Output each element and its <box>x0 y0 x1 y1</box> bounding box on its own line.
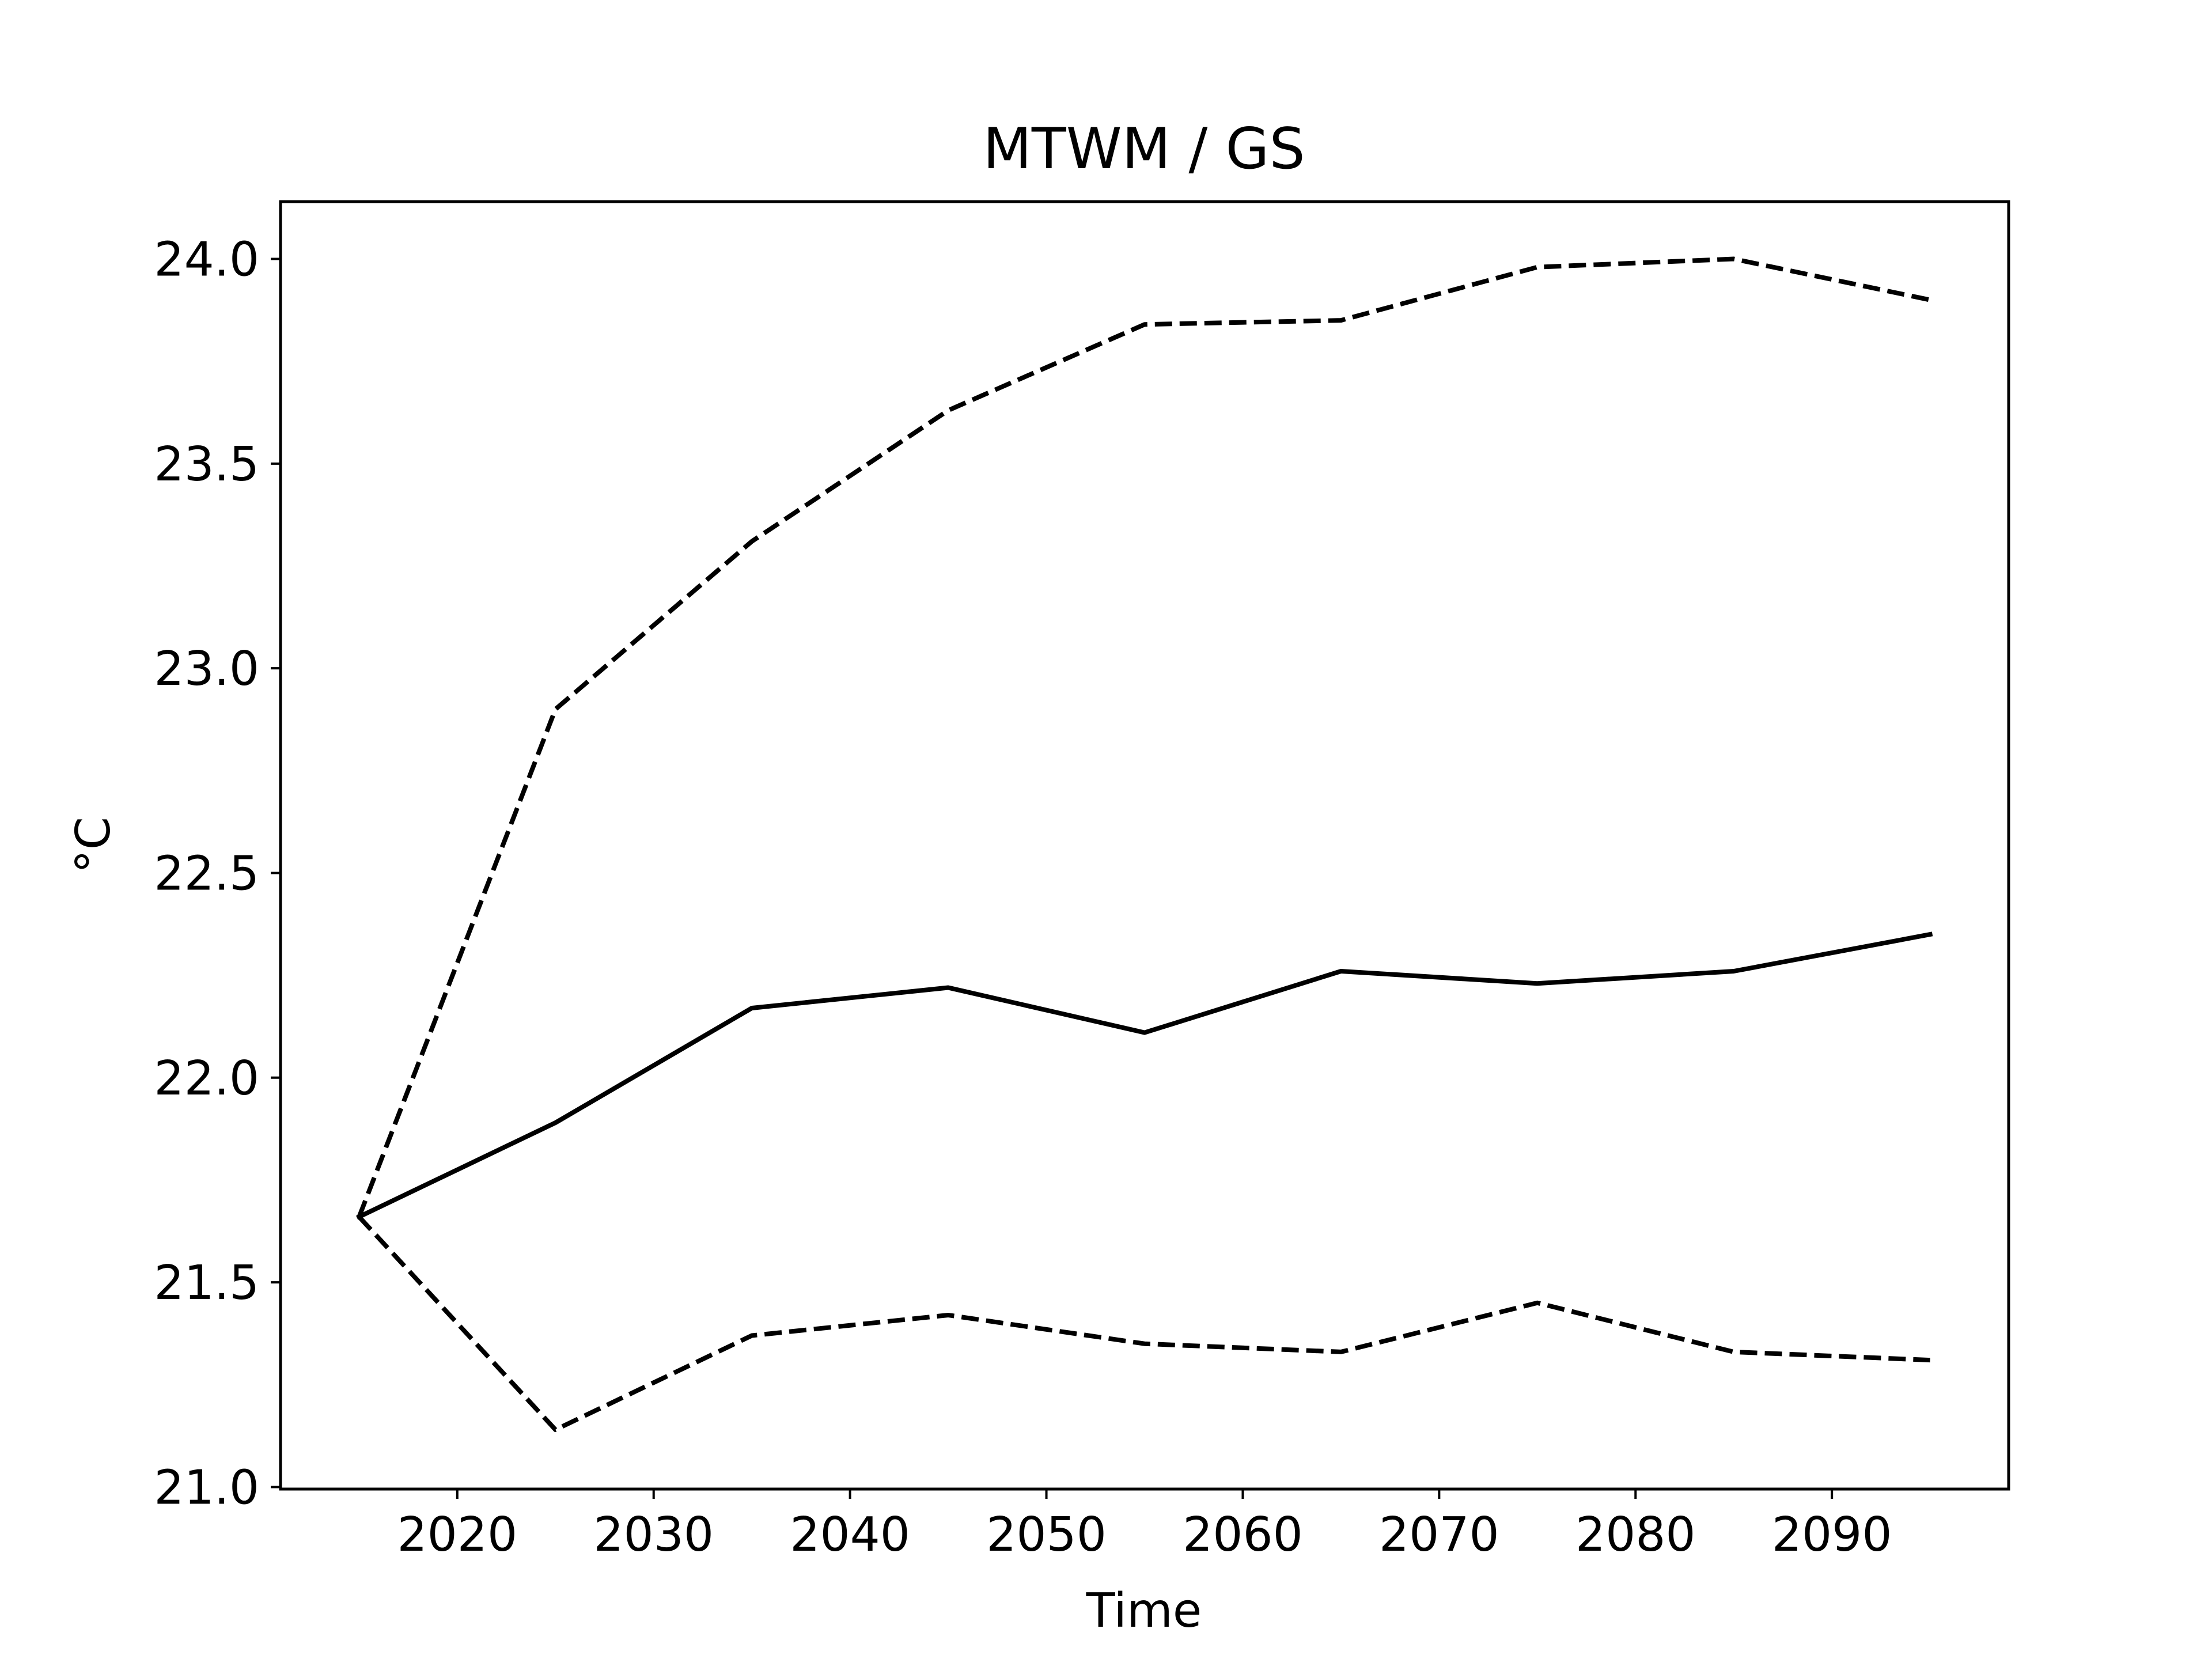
x-tick-label: 2070 <box>1379 1508 1499 1562</box>
x-tick-label: 2030 <box>593 1508 714 1562</box>
y-tick-label: 22.0 <box>154 1051 259 1106</box>
series-line-2 <box>357 256 1931 1218</box>
series-line-3 <box>357 1215 1930 1432</box>
y-tick-label: 21.5 <box>154 1256 259 1310</box>
series-line-1 <box>356 931 1933 1220</box>
y-axis-ticks: 21.0 21.5 22.0 22.5 23.0 23.5 24.0 <box>154 232 281 1515</box>
series-layer <box>356 256 1933 1432</box>
x-tick-label: 2040 <box>790 1508 910 1562</box>
x-axis-ticks: 2020 2030 2040 2050 2060 2070 2080 2090 <box>397 1489 1892 1562</box>
chart-title: MTWM / GS <box>983 116 1305 182</box>
x-axis-label: Time <box>1086 1584 1202 1638</box>
x-tick-label: 2090 <box>1772 1508 1892 1562</box>
x-tick-label: 2080 <box>1575 1508 1696 1562</box>
y-tick-label: 22.5 <box>154 846 259 901</box>
x-tick-label: 2060 <box>1183 1508 1303 1562</box>
y-tick-label: 24.0 <box>154 232 259 287</box>
y-tick-label: 21.0 <box>154 1460 259 1515</box>
y-tick-label: 23.0 <box>154 642 259 696</box>
x-tick-label: 2050 <box>986 1508 1107 1562</box>
y-axis-label: °C <box>66 817 121 873</box>
x-tick-label: 2020 <box>397 1508 517 1562</box>
plot-area-frame <box>279 200 2010 1491</box>
y-tick-label: 23.5 <box>154 437 259 492</box>
